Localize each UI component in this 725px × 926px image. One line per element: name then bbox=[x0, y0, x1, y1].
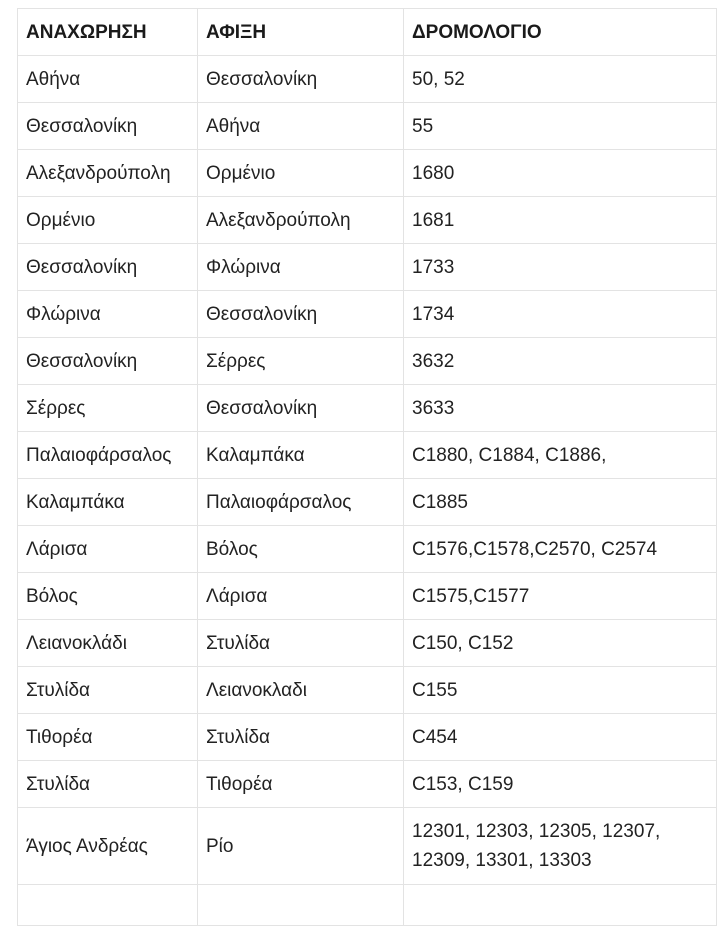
route-cell: 1681 bbox=[403, 196, 717, 244]
departure-cell: Αλεξανδρούπολη bbox=[17, 149, 198, 197]
route-cell: 3633 bbox=[403, 384, 717, 432]
departure-cell: Άγιος Ανδρέας bbox=[17, 807, 198, 885]
table-row: Θεσσαλονίκη Φλώρινα 1733 bbox=[17, 243, 717, 291]
arrival-cell: Φλώρινα bbox=[197, 243, 404, 291]
empty-cell bbox=[197, 884, 404, 926]
table-row: Στυλίδα Λειανοκλαδι C155 bbox=[17, 666, 717, 714]
arrival-cell: Θεσσαλονίκη bbox=[197, 384, 404, 432]
table-row: Άγιος Ανδρέας Ρίο 12301, 12303, 12305, 123… bbox=[17, 807, 717, 885]
route-cell: C1880, C1884, C1886, bbox=[403, 431, 717, 479]
departure-cell: Λειανοκλάδι bbox=[17, 619, 198, 667]
departure-cell: Θεσσαλονίκη bbox=[17, 337, 198, 385]
table-row: Σέρρες Θεσσαλονίκη 3633 bbox=[17, 384, 717, 432]
departure-cell: Στυλίδα bbox=[17, 760, 198, 808]
arrival-cell: Λειανοκλαδι bbox=[197, 666, 404, 714]
route-cell: C155 bbox=[403, 666, 717, 714]
route-cell: 1680 bbox=[403, 149, 717, 197]
table-row: Παλαιοφάρσαλος Καλαμπάκα C1880, C1884, C18… bbox=[17, 431, 717, 479]
header-route: ΔΡΟΜΟΛΟΓΙΟ bbox=[403, 8, 717, 56]
route-cell: 1734 bbox=[403, 290, 717, 338]
table-row: Θεσσαλονίκη Σέρρες 3632 bbox=[17, 337, 717, 385]
table-row: Λειανοκλάδι Στυλίδα C150, C152 bbox=[17, 619, 717, 667]
departure-cell: Αθήνα bbox=[17, 55, 198, 103]
arrival-cell: Ρίο bbox=[197, 807, 404, 885]
table-row: Αθήνα Θεσσαλονίκη 50, 52 bbox=[17, 55, 717, 103]
route-cell: C454 bbox=[403, 713, 717, 761]
train-schedule-table: ΑΝΑΧΩΡΗΣΗ ΑΦΙΞΗ ΔΡΟΜΟΛΟΓΙΟ Αθήνα Θεσσαλον… bbox=[17, 8, 717, 926]
route-cell: C153, C159 bbox=[403, 760, 717, 808]
arrival-cell: Τιθορέα bbox=[197, 760, 404, 808]
departure-cell: Βόλος bbox=[17, 572, 198, 620]
route-cell: 12301, 12303, 12305, 12307, 12309, 13301… bbox=[403, 807, 717, 885]
header-departure: ΑΝΑΧΩΡΗΣΗ bbox=[17, 8, 198, 56]
table-row: Ορμένιο Αλεξανδρούπολη 1681 bbox=[17, 196, 717, 244]
arrival-cell: Σέρρες bbox=[197, 337, 404, 385]
table-row: Αλεξανδρούπολη Ορμένιο 1680 bbox=[17, 149, 717, 197]
route-cell: C1575,C1577 bbox=[403, 572, 717, 620]
arrival-cell: Βόλος bbox=[197, 525, 404, 573]
arrival-cell: Στυλίδα bbox=[197, 713, 404, 761]
route-cell: C1576,C1578,C2570, C2574 bbox=[403, 525, 717, 573]
empty-cell bbox=[17, 884, 198, 926]
empty-cell bbox=[403, 884, 717, 926]
arrival-cell: Λάρισα bbox=[197, 572, 404, 620]
route-cell: 3632 bbox=[403, 337, 717, 385]
table-row: Βόλος Λάρισα C1575,C1577 bbox=[17, 572, 717, 620]
departure-cell: Λάρισα bbox=[17, 525, 198, 573]
route-cell: 50, 52 bbox=[403, 55, 717, 103]
arrival-cell: Στυλίδα bbox=[197, 619, 404, 667]
departure-cell: Καλαμπάκα bbox=[17, 478, 198, 526]
departure-cell: Τιθορέα bbox=[17, 713, 198, 761]
departure-cell: Ορμένιο bbox=[17, 196, 198, 244]
departure-cell: Θεσσαλονίκη bbox=[17, 102, 198, 150]
arrival-cell: Θεσσαλονίκη bbox=[197, 55, 404, 103]
departure-cell: Θεσσαλονίκη bbox=[17, 243, 198, 291]
arrival-cell: Θεσσαλονίκη bbox=[197, 290, 404, 338]
route-cell: 55 bbox=[403, 102, 717, 150]
table-row: Φλώρινα Θεσσαλονίκη 1734 bbox=[17, 290, 717, 338]
table-row: Θεσσαλονίκη Αθήνα 55 bbox=[17, 102, 717, 150]
table-row: Στυλίδα Τιθορέα C153, C159 bbox=[17, 760, 717, 808]
table-row-partial bbox=[17, 884, 717, 926]
table-row: Λάρισα Βόλος C1576,C1578,C2570, C2574 bbox=[17, 525, 717, 573]
header-row: ΑΝΑΧΩΡΗΣΗ ΑΦΙΞΗ ΔΡΟΜΟΛΟΓΙΟ bbox=[17, 8, 717, 56]
departure-cell: Παλαιοφάρσαλος bbox=[17, 431, 198, 479]
departure-cell: Σέρρες bbox=[17, 384, 198, 432]
header-arrival: ΑΦΙΞΗ bbox=[197, 8, 404, 56]
departure-cell: Στυλίδα bbox=[17, 666, 198, 714]
route-cell: C150, C152 bbox=[403, 619, 717, 667]
arrival-cell: Παλαιοφάρσαλος bbox=[197, 478, 404, 526]
table-row: Τιθορέα Στυλίδα C454 bbox=[17, 713, 717, 761]
departure-cell: Φλώρινα bbox=[17, 290, 198, 338]
arrival-cell: Αλεξανδρούπολη bbox=[197, 196, 404, 244]
route-cell: 1733 bbox=[403, 243, 717, 291]
route-cell: C1885 bbox=[403, 478, 717, 526]
table-row: Καλαμπάκα Παλαιοφάρσαλος C1885 bbox=[17, 478, 717, 526]
arrival-cell: Καλαμπάκα bbox=[197, 431, 404, 479]
arrival-cell: Ορμένιο bbox=[197, 149, 404, 197]
arrival-cell: Αθήνα bbox=[197, 102, 404, 150]
